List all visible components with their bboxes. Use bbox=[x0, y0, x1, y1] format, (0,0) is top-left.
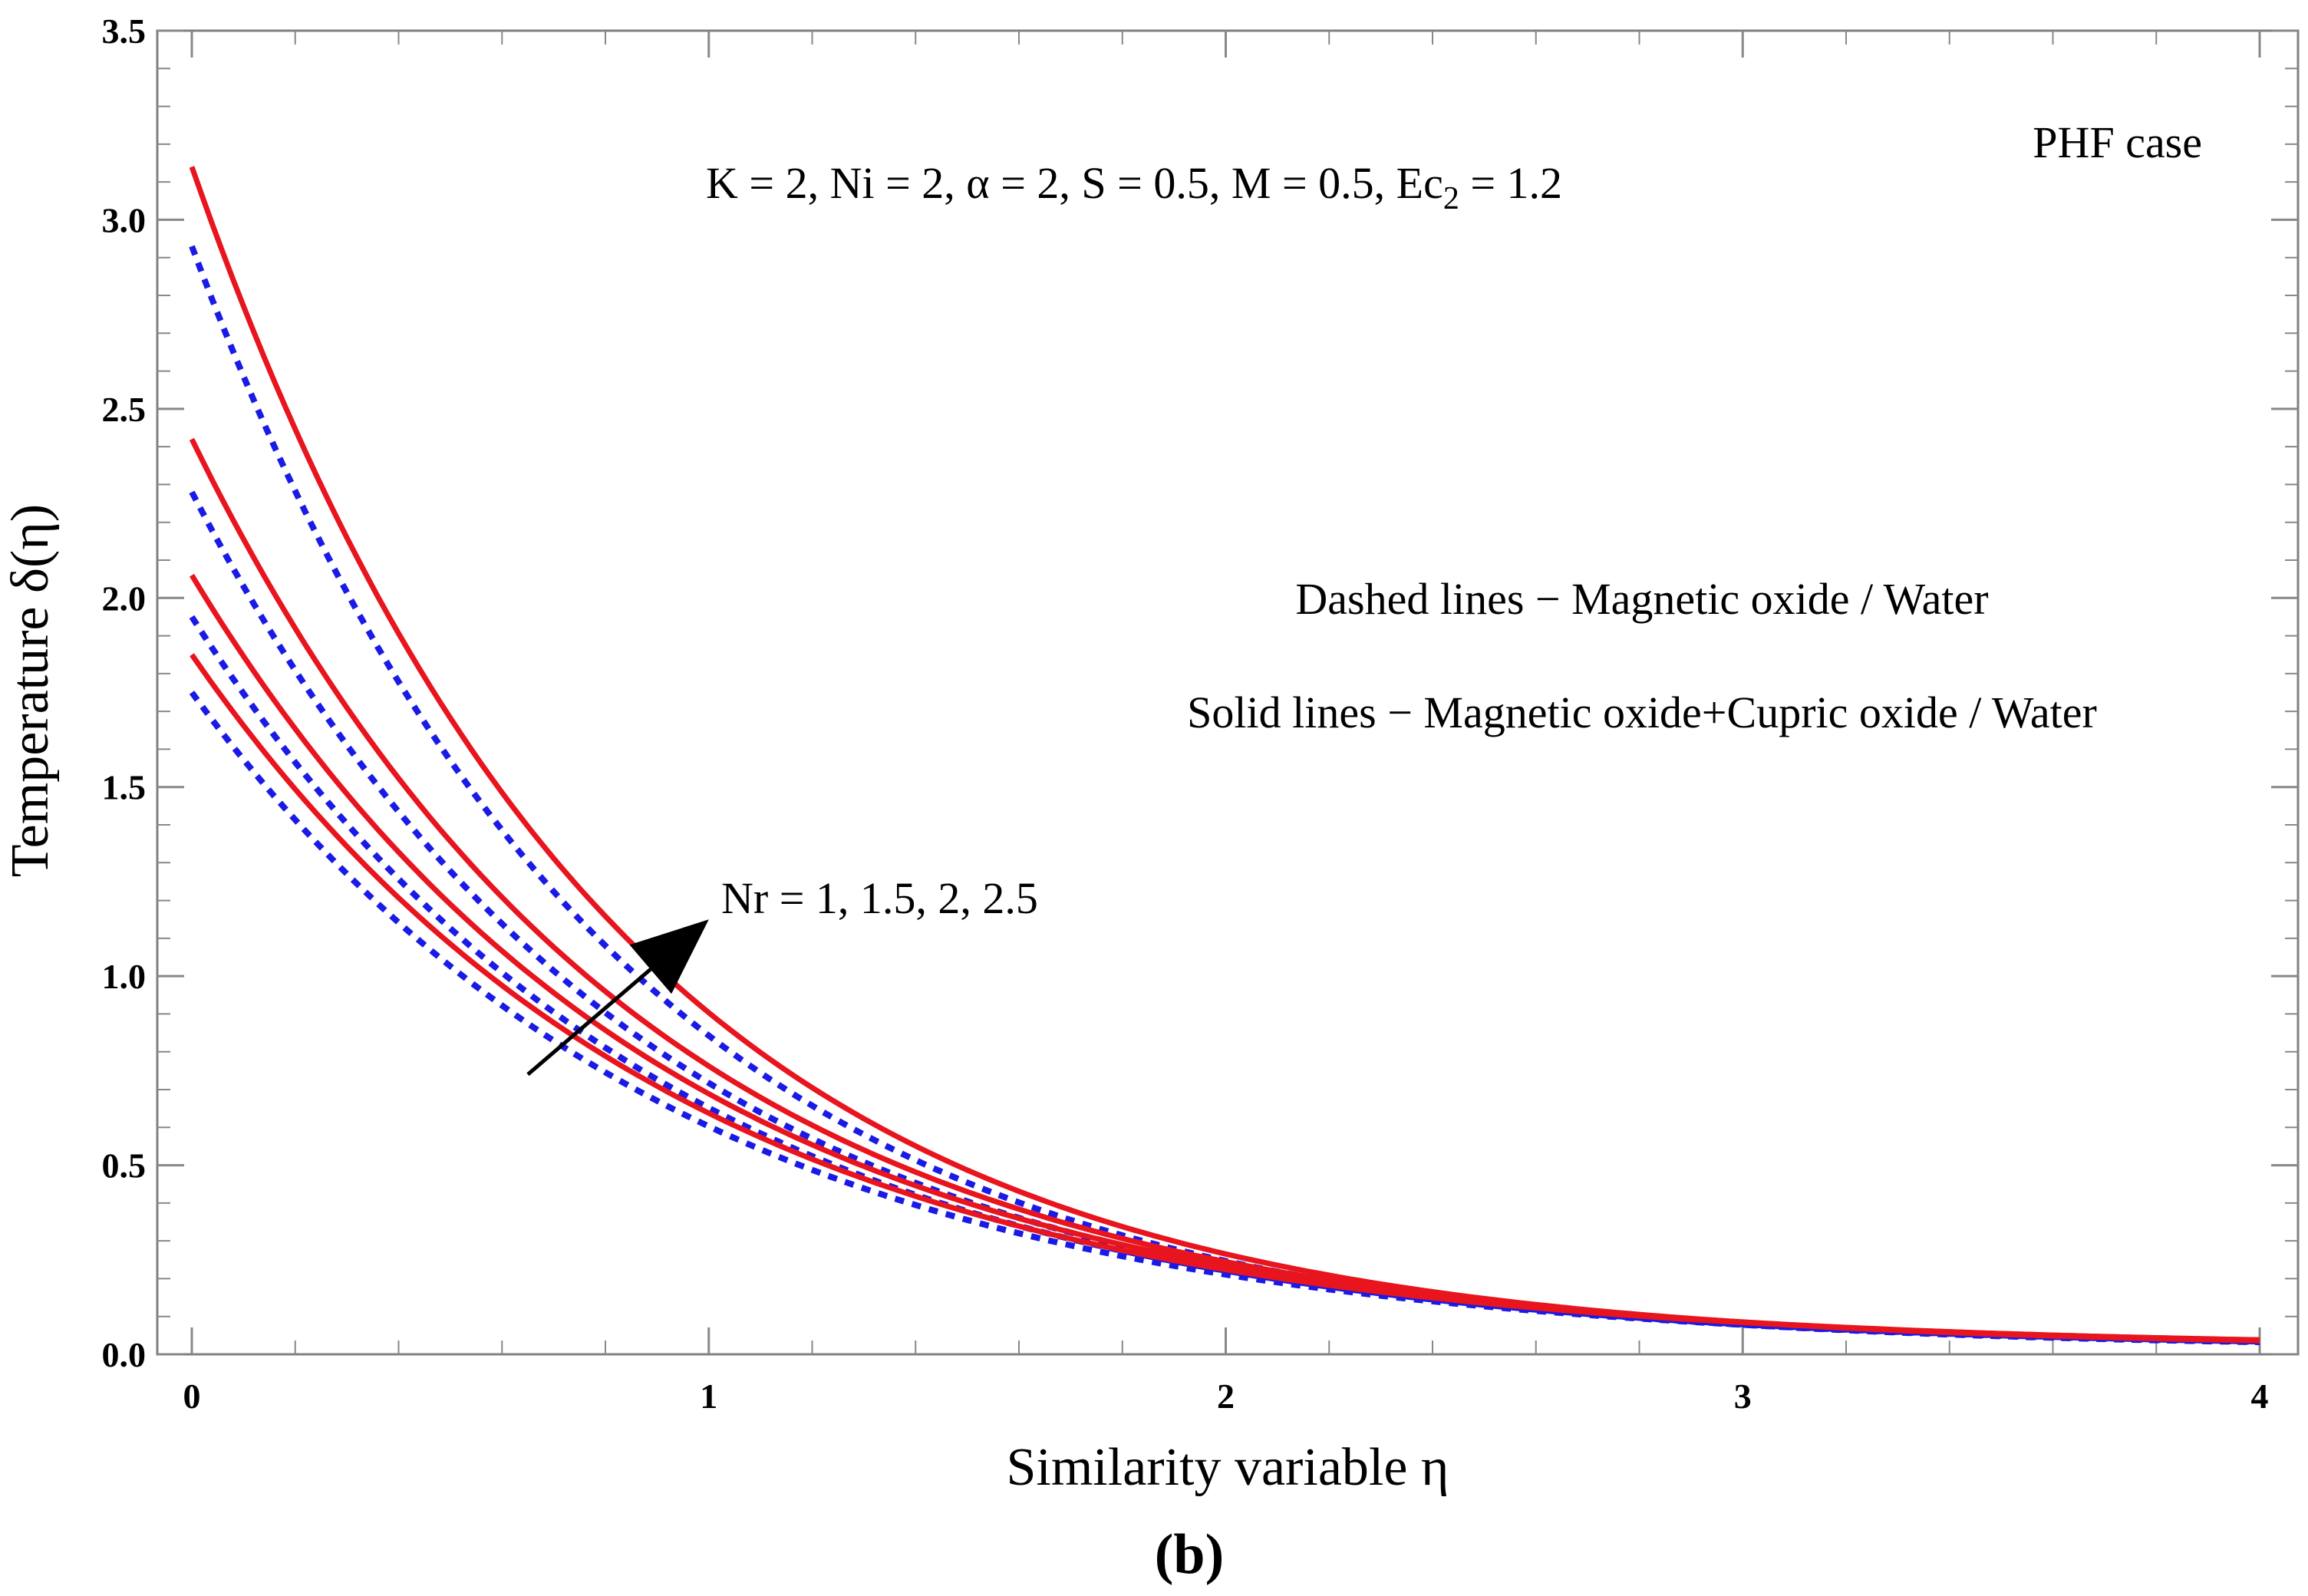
solid-curve bbox=[190, 653, 2260, 1343]
y-tick-label: 0.5 bbox=[102, 1146, 147, 1185]
x-tick-label: 1 bbox=[700, 1377, 717, 1416]
solid-legend-label: Solid lines − Magnetic oxide+Cupric oxid… bbox=[1187, 688, 2097, 737]
panel-label: (b) bbox=[1155, 1523, 1224, 1586]
y-tick-label: 0.0 bbox=[102, 1335, 147, 1374]
arrow-label: Nr = 1, 1.5, 2, 2.5 bbox=[721, 873, 1038, 923]
y-tick-label: 1.0 bbox=[102, 957, 147, 996]
ticks: 0.0 0.5 1.0 1.5 2.0 2.5 3.0 3.5 0 1 2 3 4 bbox=[102, 12, 2298, 1416]
arrow-head bbox=[629, 919, 709, 994]
params-subscript: 2 bbox=[1443, 181, 1459, 216]
y-tick-label: 2.0 bbox=[102, 579, 147, 618]
x-tick-label: 2 bbox=[1217, 1377, 1235, 1416]
solid-curve bbox=[189, 166, 2260, 1344]
x-axis-label: Similarity variable η bbox=[1006, 1438, 1449, 1497]
y-tick-label: 3.5 bbox=[102, 12, 147, 51]
y-axis-label: Temperature δ(η) bbox=[1, 504, 60, 877]
arrow-shaft bbox=[526, 968, 652, 1077]
dashed-legend-label: Dashed lines − Magnetic oxide / Water bbox=[1295, 574, 1988, 624]
y-tick-label: 1.5 bbox=[102, 768, 147, 807]
x-tick-label: 0 bbox=[183, 1377, 201, 1416]
x-tick-label: 4 bbox=[2251, 1377, 2269, 1416]
dashed-curve bbox=[189, 615, 2260, 1345]
y-tick-label: 3.0 bbox=[102, 200, 147, 239]
plot-frame bbox=[156, 29, 2300, 1356]
curves bbox=[189, 166, 2260, 1346]
nr-arrow bbox=[526, 919, 709, 1077]
case-label: PHF case bbox=[2033, 117, 2202, 167]
y-tick-label: 2.5 bbox=[102, 390, 147, 429]
params-label: K = 2, Ni = 2, α = 2, S = 0.5, M = 0.5, … bbox=[706, 158, 1562, 216]
x-tick-label: 3 bbox=[1734, 1377, 1752, 1416]
